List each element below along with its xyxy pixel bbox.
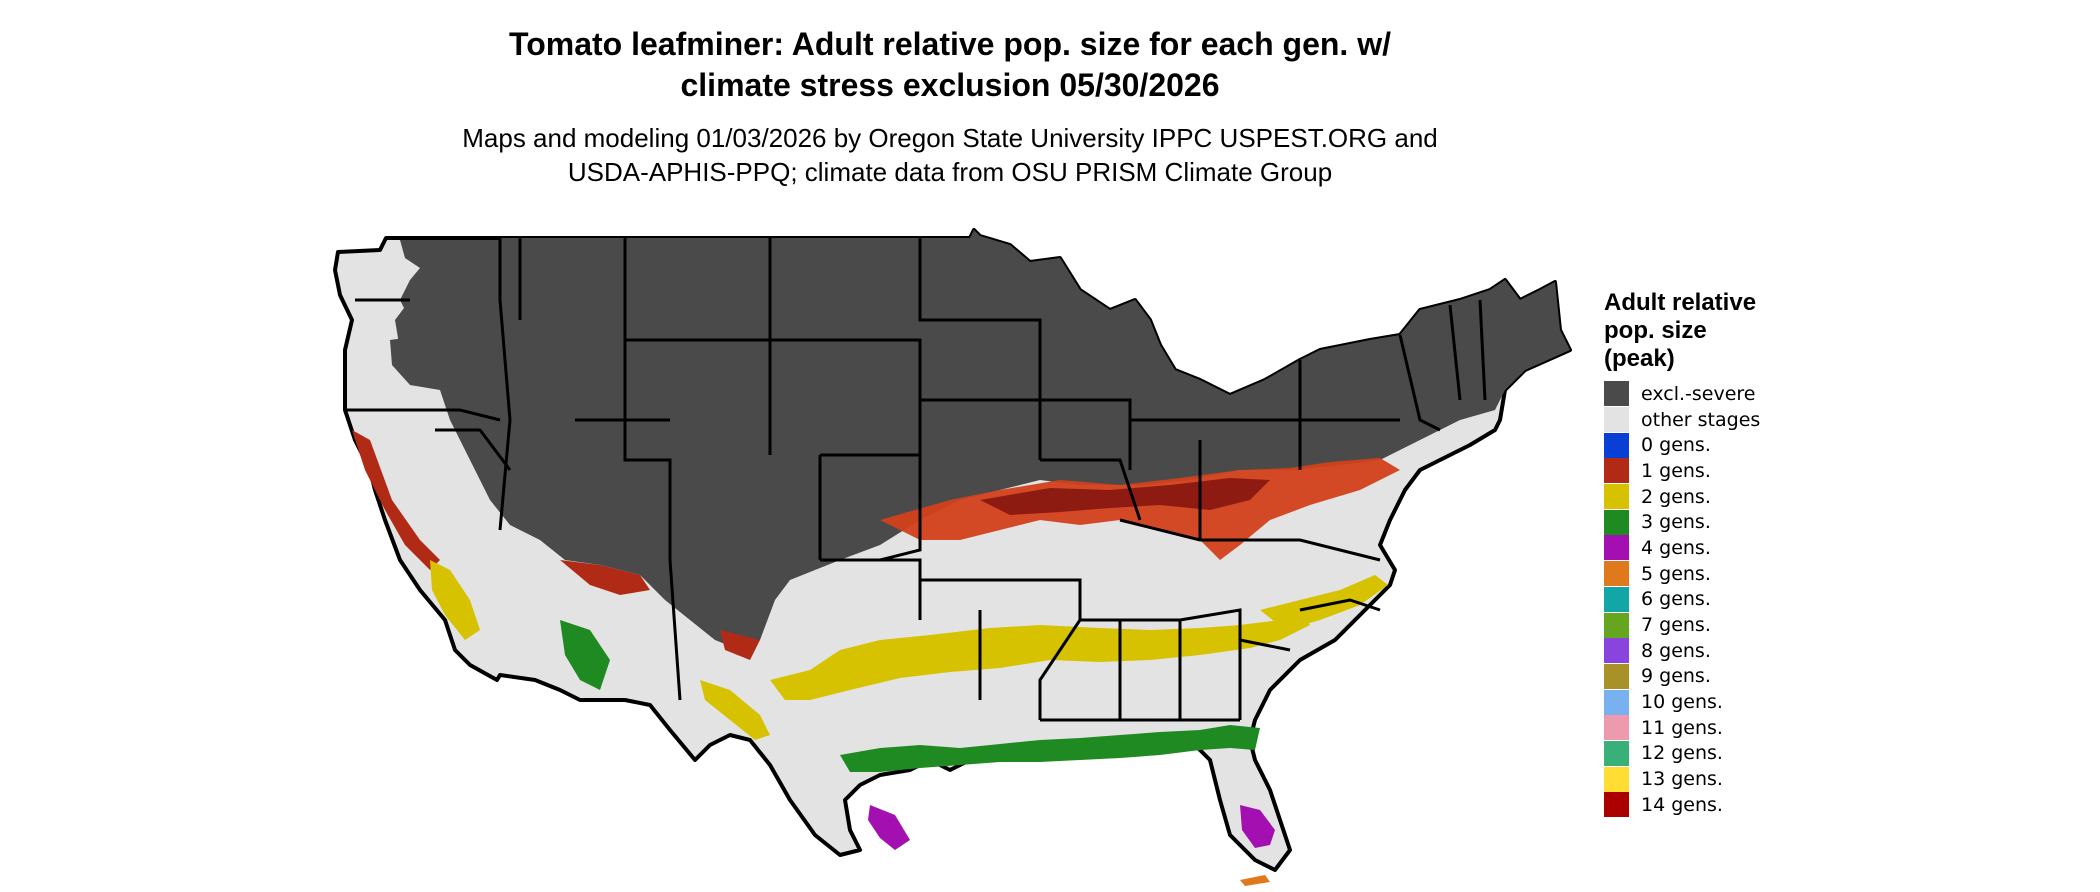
gen2-west-texas bbox=[700, 680, 770, 740]
legend-title-line-3: (peak) bbox=[1604, 345, 1675, 372]
legend-item: 11 gens. bbox=[1604, 715, 1864, 741]
legend-label: 9 gens. bbox=[1641, 665, 1711, 688]
legend-item: 10 gens. bbox=[1604, 689, 1864, 715]
map-title: Tomato leafminer: Adult relative pop. si… bbox=[0, 24, 1900, 106]
legend-label: 10 gens. bbox=[1641, 691, 1723, 714]
legend-label: 6 gens. bbox=[1641, 588, 1711, 611]
gen1-band-core bbox=[980, 478, 1270, 515]
legend-label: 13 gens. bbox=[1641, 768, 1723, 791]
gen1-southwest-slivers bbox=[560, 560, 760, 660]
legend-label: 8 gens. bbox=[1641, 639, 1711, 662]
legend-label: 2 gens. bbox=[1641, 485, 1711, 508]
legend-swatch bbox=[1604, 458, 1629, 484]
legend-swatch bbox=[1604, 432, 1629, 458]
legend-item: 7 gens. bbox=[1604, 612, 1864, 638]
excl-idaho-patch bbox=[390, 330, 480, 390]
map-subtitle-line-2: USDA-APHIS-PPQ; climate data from OSU PR… bbox=[567, 157, 1333, 187]
legend-item: 9 gens. bbox=[1604, 663, 1864, 690]
legend-item: 13 gens. bbox=[1604, 766, 1864, 792]
gen2-band-carolinas bbox=[1260, 575, 1388, 630]
legend-swatch bbox=[1604, 792, 1629, 818]
legend-label: 14 gens. bbox=[1641, 793, 1723, 816]
gen3-arizona bbox=[560, 620, 610, 690]
excl-washington-oregon bbox=[400, 240, 500, 320]
legend-swatch bbox=[1604, 638, 1629, 664]
map-subtitle-line-1: Maps and modeling 01/03/2026 by Oregon S… bbox=[462, 123, 1438, 153]
legend-title: Adult relative pop. size (peak) bbox=[1604, 289, 1864, 373]
legend-item: 0 gens. bbox=[1604, 432, 1864, 458]
legend-swatch bbox=[1604, 586, 1629, 612]
legend-swatch bbox=[1604, 663, 1629, 689]
legend-item: 2 gens. bbox=[1604, 484, 1864, 510]
legend: Adult relative pop. size (peak) excl.-se… bbox=[1604, 289, 1864, 818]
legend-item: other stages bbox=[1604, 407, 1864, 433]
legend-label: 4 gens. bbox=[1641, 536, 1711, 559]
legend-swatch bbox=[1604, 740, 1629, 766]
legend-item: 4 gens. bbox=[1604, 535, 1864, 561]
legend-label: 12 gens. bbox=[1641, 742, 1723, 765]
legend-swatch bbox=[1604, 689, 1629, 715]
us-map bbox=[333, 228, 1572, 886]
map-title-line-1: Tomato leafminer: Adult relative pop. si… bbox=[509, 26, 1391, 62]
legend-item: 12 gens. bbox=[1604, 740, 1864, 767]
legend-swatch bbox=[1604, 509, 1629, 535]
legend-swatch bbox=[1604, 535, 1629, 561]
legend-item: 8 gens. bbox=[1604, 638, 1864, 664]
gen1-west-slivers bbox=[352, 430, 440, 570]
legend-item: excl.-severe bbox=[1604, 381, 1864, 407]
legend-label: 1 gens. bbox=[1641, 459, 1711, 482]
gen4-south-texas bbox=[868, 805, 910, 850]
gen5-florida-keys bbox=[1240, 875, 1270, 886]
legend-swatch bbox=[1604, 381, 1629, 407]
state-boundaries bbox=[345, 238, 1487, 722]
legend-swatch bbox=[1604, 715, 1629, 741]
legend-label: 11 gens. bbox=[1641, 716, 1723, 739]
legend-item: 14 gens. bbox=[1604, 792, 1864, 818]
legend-item: 1 gens. bbox=[1604, 458, 1864, 484]
legend-label: excl.-severe bbox=[1641, 382, 1756, 405]
gen4-south-florida bbox=[1240, 805, 1275, 848]
legend-swatch bbox=[1604, 612, 1629, 638]
legend-label: other stages bbox=[1641, 408, 1761, 431]
map-title-line-2: climate stress exclusion 05/30/2026 bbox=[680, 67, 1220, 103]
legend-label: 0 gens. bbox=[1641, 434, 1711, 457]
legend-swatch bbox=[1604, 407, 1629, 433]
map-subtitle: Maps and modeling 01/03/2026 by Oregon S… bbox=[0, 121, 1900, 189]
excl-north-region bbox=[395, 230, 1570, 650]
legend-swatch bbox=[1604, 484, 1629, 510]
gen2-california bbox=[430, 560, 480, 640]
legend-label: 3 gens. bbox=[1641, 511, 1711, 534]
legend-swatch bbox=[1604, 766, 1629, 792]
legend-title-line-1: Adult relative bbox=[1604, 289, 1757, 316]
legend-items: excl.-severe other stages 0 gens. 1 gens. 2 … bbox=[1604, 381, 1864, 818]
legend-title-line-2: pop. size bbox=[1604, 317, 1707, 344]
legend-item: 3 gens. bbox=[1604, 509, 1864, 535]
legend-item: 6 gens. bbox=[1604, 586, 1864, 613]
gen3-gulf-coast bbox=[840, 725, 1260, 772]
gen2-band-south bbox=[770, 610, 1310, 700]
legend-item: 5 gens. bbox=[1604, 561, 1864, 587]
legend-label: 5 gens. bbox=[1641, 562, 1711, 585]
legend-label: 7 gens. bbox=[1641, 614, 1711, 637]
gen1-band-midsouth bbox=[880, 458, 1400, 560]
legend-swatch bbox=[1604, 561, 1629, 587]
